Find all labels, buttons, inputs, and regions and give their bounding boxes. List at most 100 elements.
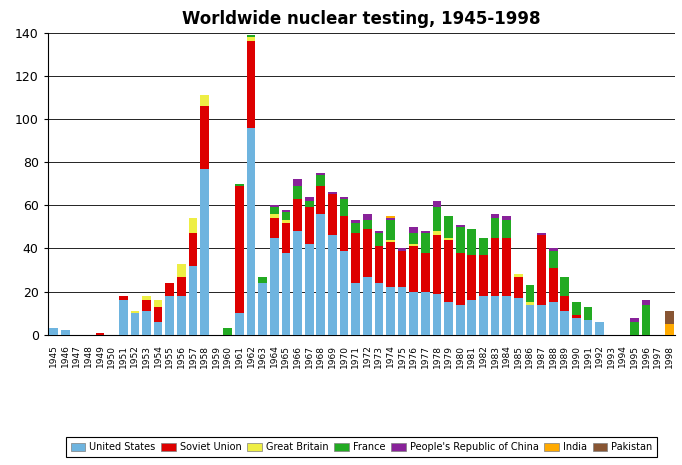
Bar	[584, 320, 593, 335]
Bar	[142, 300, 151, 311]
Bar	[398, 287, 406, 335]
Bar	[421, 253, 430, 292]
Bar	[201, 169, 209, 335]
Bar	[467, 300, 476, 335]
Bar	[432, 235, 441, 294]
Bar	[467, 229, 476, 255]
Bar	[491, 296, 499, 335]
Bar	[235, 186, 243, 313]
Bar	[351, 220, 360, 223]
Bar	[421, 233, 430, 253]
Bar	[665, 324, 674, 335]
Bar	[293, 179, 302, 186]
Bar	[526, 305, 534, 335]
Bar	[258, 277, 267, 283]
Bar	[270, 205, 279, 207]
Bar	[201, 95, 209, 106]
Bar	[119, 300, 128, 335]
Bar	[386, 216, 395, 218]
Bar	[305, 201, 314, 207]
Bar	[409, 227, 418, 233]
Bar	[363, 277, 372, 335]
Bar	[142, 296, 151, 300]
Bar	[584, 307, 593, 320]
Bar	[363, 220, 372, 229]
Bar	[432, 207, 441, 231]
Bar	[247, 127, 256, 335]
Bar	[398, 248, 406, 251]
Bar	[153, 307, 162, 322]
Legend: United States, Soviet Union, Great Britain, France, People's Republic of China, : United States, Soviet Union, Great Brita…	[66, 437, 657, 457]
Bar	[479, 255, 488, 296]
Bar	[177, 296, 186, 335]
Bar	[467, 255, 476, 300]
Bar	[432, 231, 441, 235]
Bar	[374, 231, 383, 233]
Bar	[247, 37, 256, 41]
Bar	[409, 244, 418, 246]
Bar	[340, 197, 349, 199]
Bar	[630, 318, 639, 322]
Bar	[561, 311, 569, 335]
Bar	[189, 266, 197, 335]
Bar	[247, 35, 256, 37]
Bar	[549, 302, 557, 335]
Bar	[258, 283, 267, 335]
Bar	[282, 223, 291, 253]
Bar	[142, 311, 151, 335]
Bar	[177, 277, 186, 296]
Bar	[177, 264, 186, 277]
Bar	[561, 296, 569, 311]
Bar	[561, 277, 569, 296]
Bar	[49, 328, 58, 335]
Bar	[340, 216, 349, 251]
Bar	[665, 311, 674, 324]
Bar	[549, 248, 557, 251]
Bar	[514, 277, 522, 298]
Bar	[386, 218, 395, 220]
Bar	[503, 296, 511, 335]
Bar	[491, 214, 499, 218]
Bar	[293, 199, 302, 231]
Bar	[595, 322, 604, 335]
Bar	[432, 201, 441, 207]
Bar	[201, 106, 209, 169]
Bar	[398, 251, 406, 287]
Bar	[61, 331, 70, 335]
Bar	[491, 238, 499, 296]
Bar	[130, 313, 139, 335]
Bar	[630, 322, 639, 335]
Bar	[549, 251, 557, 268]
Bar	[444, 240, 453, 302]
Bar	[130, 311, 139, 313]
Bar	[224, 328, 232, 335]
Bar	[328, 194, 337, 235]
Bar	[363, 229, 372, 277]
Bar	[235, 184, 243, 186]
Bar	[444, 216, 453, 238]
Bar	[305, 207, 314, 244]
Bar	[374, 246, 383, 283]
Bar	[386, 240, 395, 242]
Bar	[165, 296, 174, 335]
Bar	[421, 231, 430, 233]
Bar	[479, 238, 488, 255]
Bar	[409, 246, 418, 292]
Bar	[572, 302, 581, 315]
Bar	[351, 223, 360, 233]
Bar	[340, 251, 349, 335]
Bar	[270, 207, 279, 214]
Bar	[386, 220, 395, 240]
Bar	[537, 233, 546, 235]
Bar	[479, 296, 488, 335]
Bar	[305, 244, 314, 335]
Bar	[421, 292, 430, 335]
Bar	[432, 294, 441, 335]
Bar	[247, 41, 256, 127]
Bar	[235, 313, 243, 335]
Bar	[444, 238, 453, 240]
Bar	[316, 186, 325, 214]
Bar	[316, 214, 325, 335]
Bar	[270, 214, 279, 218]
Bar	[119, 296, 128, 300]
